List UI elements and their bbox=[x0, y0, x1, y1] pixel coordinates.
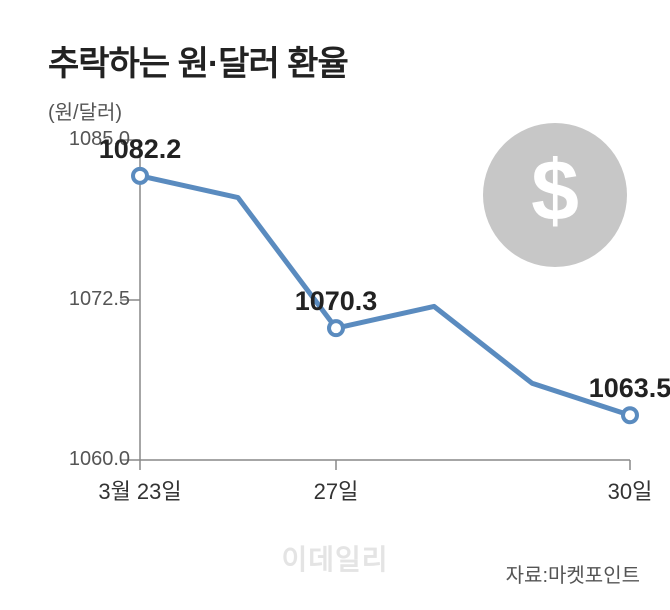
ytick-label: 1060.0 bbox=[40, 448, 130, 471]
watermark: 이데일리 bbox=[281, 538, 388, 578]
yaxis-title: (원/달러) bbox=[48, 96, 122, 125]
ytick-label: 1072.5 bbox=[40, 288, 130, 311]
chart-title: 추락하는 원·달러 환율 bbox=[48, 36, 348, 85]
data-label: 1082.2 bbox=[80, 134, 200, 165]
data-label: 1070.3 bbox=[276, 286, 396, 317]
xtick-label: 3월 23일 bbox=[80, 474, 200, 506]
xtick-label: 27일 bbox=[276, 474, 396, 506]
data-label: 1063.5 bbox=[570, 373, 670, 404]
line-chart: 1060.01072.51085.03월 23일27일30일1082.21070… bbox=[40, 130, 640, 510]
xtick-label: 30일 bbox=[570, 474, 670, 506]
source-label: 자료:마켓포인트 bbox=[506, 559, 640, 588]
